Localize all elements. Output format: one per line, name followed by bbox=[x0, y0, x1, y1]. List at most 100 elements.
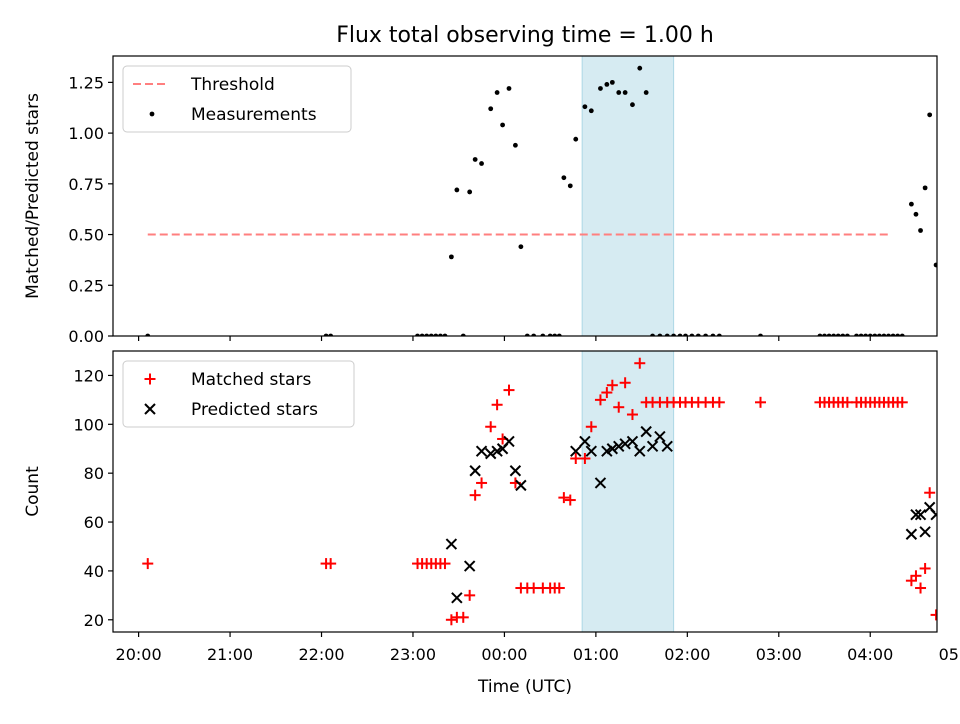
measurement-point bbox=[506, 86, 512, 91]
predicted-star-marker bbox=[626, 435, 639, 448]
measurement-point bbox=[479, 161, 484, 166]
matched-star-marker bbox=[503, 384, 515, 396]
marker-stroke-b bbox=[640, 425, 652, 438]
x-tick-label: 03:00 bbox=[756, 645, 802, 664]
predicted-star-marker bbox=[463, 560, 476, 572]
measurement-point bbox=[518, 244, 524, 250]
predicted-star-marker bbox=[619, 438, 631, 450]
predicted-star-marker bbox=[905, 528, 918, 540]
marker-stroke-b bbox=[626, 435, 639, 448]
matched-star-marker bbox=[919, 562, 931, 574]
measurement-point bbox=[933, 262, 937, 268]
measurement-point bbox=[643, 90, 649, 95]
marker-stroke-b bbox=[634, 445, 646, 457]
measurement-point bbox=[604, 82, 610, 87]
matched-star-marker bbox=[558, 492, 570, 504]
matched-star-marker bbox=[594, 394, 606, 406]
legend-measurement-swatch bbox=[149, 111, 155, 117]
predicted-star-marker bbox=[579, 435, 591, 448]
marker-stroke-b bbox=[930, 512, 937, 521]
matched-star-marker bbox=[439, 558, 451, 570]
measurement-point bbox=[488, 106, 494, 112]
predicted-star-marker bbox=[570, 445, 582, 457]
marker-stroke-b bbox=[646, 440, 659, 453]
matched-star-marker bbox=[626, 409, 638, 421]
measurement-point bbox=[637, 65, 643, 71]
matched-star-marker bbox=[754, 396, 766, 408]
chart-title: Flux total observing time = 1.00 h bbox=[336, 23, 714, 48]
marker-stroke-b bbox=[570, 445, 582, 457]
matched-star-marker bbox=[142, 558, 154, 570]
measurement-point bbox=[561, 175, 567, 181]
y-tick-label: 60 bbox=[84, 513, 104, 532]
matched-star-marker bbox=[564, 494, 576, 506]
measurement-point bbox=[500, 122, 505, 128]
measurement-point bbox=[609, 79, 615, 85]
measurement-point bbox=[943, 334, 948, 339]
y-tick-label: 0.75 bbox=[68, 175, 104, 194]
legend-box bbox=[122, 65, 352, 133]
matched-star-marker bbox=[485, 421, 497, 433]
matched-star-marker bbox=[469, 489, 481, 501]
matched-star-marker bbox=[613, 401, 625, 413]
marker-stroke-b bbox=[613, 440, 625, 453]
predicted-star-marker bbox=[585, 445, 598, 457]
y-tick-label: 0.50 bbox=[68, 226, 104, 245]
measurement-point bbox=[630, 102, 635, 108]
measurement-point bbox=[472, 157, 478, 162]
matched-star-marker bbox=[915, 582, 927, 594]
predicted-star-marker bbox=[930, 509, 937, 521]
marker-stroke-b bbox=[910, 509, 922, 521]
predicted-star-marker bbox=[919, 526, 931, 538]
predicted-star-marker bbox=[451, 592, 463, 604]
legend: Matched stars Predicted stars bbox=[122, 360, 355, 428]
y-tick-label: 20 bbox=[84, 611, 104, 630]
matched-star-marker bbox=[585, 421, 597, 433]
x-tick-label: 01:00 bbox=[573, 645, 619, 664]
y-tick-label: 120 bbox=[73, 366, 104, 385]
x-tick-label: 20:00 bbox=[116, 645, 162, 664]
predicted-star-marker bbox=[634, 445, 646, 457]
predicted-star-marker bbox=[640, 425, 652, 438]
legend-entry: Predicted stars bbox=[191, 400, 318, 420]
measurement-point bbox=[908, 201, 914, 207]
predicted-star-marker bbox=[509, 465, 522, 477]
marker-stroke-b bbox=[484, 447, 497, 460]
measurement-point bbox=[512, 142, 518, 148]
marker-stroke-b bbox=[445, 538, 458, 550]
marker-stroke-b bbox=[905, 528, 918, 540]
predicted-star-marker bbox=[910, 509, 922, 521]
observing-window-span bbox=[581, 56, 675, 336]
y-tick-label: 0.00 bbox=[68, 327, 104, 346]
predicted-star-marker bbox=[445, 538, 458, 550]
marker-stroke-b bbox=[919, 526, 931, 538]
measurement-point bbox=[922, 185, 928, 191]
legend-entry: Threshold bbox=[190, 75, 275, 95]
measurement-point bbox=[622, 90, 628, 95]
x-tick-label: 04:00 bbox=[847, 645, 893, 664]
matched-star-marker bbox=[940, 609, 951, 620]
measurement-point bbox=[939, 334, 944, 339]
matched-star-marker bbox=[713, 396, 725, 408]
y-tick-label: 100 bbox=[73, 415, 104, 434]
marker-stroke-b bbox=[475, 445, 488, 457]
matched-star-marker bbox=[950, 609, 960, 620]
legend-entry: Matched stars bbox=[191, 370, 311, 390]
measurement-point bbox=[567, 183, 573, 189]
marker-stroke-b bbox=[503, 435, 515, 448]
marker-stroke-b bbox=[606, 443, 619, 455]
predicted-star-marker bbox=[503, 435, 515, 448]
matched-star-marker bbox=[619, 377, 631, 389]
measurement-point bbox=[454, 187, 460, 193]
predicted-star-marker bbox=[475, 445, 488, 457]
predicted-star-marker bbox=[646, 440, 659, 453]
matched-star-marker bbox=[476, 477, 488, 489]
matched-star-marker bbox=[579, 453, 591, 465]
measurement-point bbox=[448, 254, 454, 260]
matched-star-marker bbox=[924, 487, 936, 499]
measurement-point bbox=[598, 86, 603, 91]
matched-star-marker bbox=[910, 570, 922, 582]
marker-stroke-b bbox=[515, 479, 527, 492]
predicted-star-marker bbox=[515, 479, 527, 492]
